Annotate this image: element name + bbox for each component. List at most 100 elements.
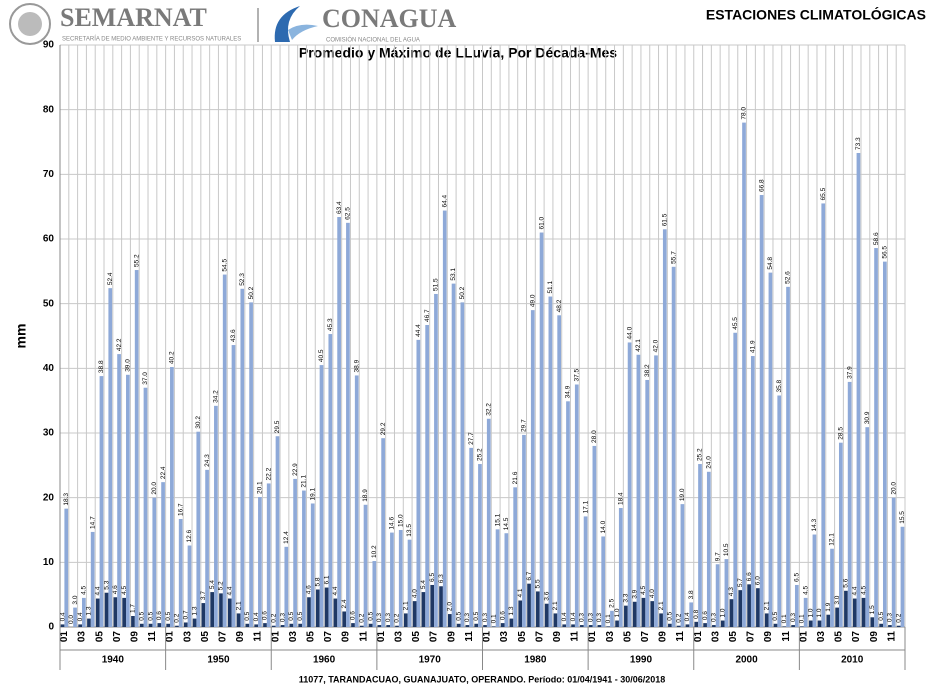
bar xyxy=(342,611,347,627)
data-label: 46.7 xyxy=(424,309,431,322)
bar xyxy=(782,626,787,627)
data-label: 18.4 xyxy=(617,492,624,505)
bar xyxy=(852,598,857,627)
data-label: 3.8 xyxy=(688,590,695,599)
bar xyxy=(430,584,435,627)
data-label: 22.2 xyxy=(265,467,272,480)
data-label: 13.5 xyxy=(406,524,413,537)
bar xyxy=(90,531,95,627)
bar xyxy=(469,447,473,627)
bar xyxy=(786,286,790,627)
bar xyxy=(486,418,491,627)
data-label: 42.0 xyxy=(653,339,660,352)
data-label: 6.1 xyxy=(323,575,330,584)
group-label: 1960 xyxy=(313,655,336,666)
data-label: 14.3 xyxy=(811,518,818,531)
bar xyxy=(310,503,315,627)
bar xyxy=(504,533,509,627)
data-label: 2.5 xyxy=(609,598,616,607)
data-label: 0.4 xyxy=(570,612,577,621)
bar xyxy=(812,534,817,627)
x-tick-label: 07 xyxy=(640,631,651,643)
bar xyxy=(398,530,403,627)
bar xyxy=(315,589,320,627)
bar xyxy=(157,623,162,627)
data-label: 5.8 xyxy=(315,577,322,586)
data-label: 61.0 xyxy=(538,216,545,229)
data-label: 6.5 xyxy=(794,573,801,582)
bar xyxy=(676,625,681,627)
bar xyxy=(724,559,729,627)
bar xyxy=(662,229,667,628)
conagua-icon-wave xyxy=(288,24,318,40)
bar xyxy=(363,504,368,627)
x-tick-label: 09 xyxy=(763,631,774,643)
bar xyxy=(346,222,350,628)
data-label: 61.5 xyxy=(662,213,669,226)
bar xyxy=(706,471,711,627)
data-label: 5.4 xyxy=(209,580,216,589)
left-logo-sub: SECRETARÍA DE MEDIO AMBIENTE Y RECURSOS … xyxy=(62,36,241,43)
bar xyxy=(280,625,285,627)
bar xyxy=(372,561,377,627)
bar xyxy=(108,288,113,627)
data-label: 25.2 xyxy=(477,448,484,461)
data-label: 37.9 xyxy=(846,366,853,379)
bar xyxy=(231,345,236,627)
data-label: 0.5 xyxy=(244,611,251,620)
data-label: 0.1 xyxy=(799,614,806,623)
bar xyxy=(227,598,232,627)
data-label: 6.5 xyxy=(429,573,436,582)
bar xyxy=(219,593,223,627)
bar xyxy=(495,529,500,627)
group-label: 2000 xyxy=(735,655,758,666)
bar xyxy=(574,384,579,627)
data-label: 4.4 xyxy=(94,586,101,595)
bar xyxy=(60,624,65,627)
bar xyxy=(879,623,883,627)
bar xyxy=(192,618,197,627)
y-tick-label: 30 xyxy=(43,428,55,439)
data-label: 1.9 xyxy=(825,602,832,611)
bar xyxy=(333,598,338,627)
data-label: 0.3 xyxy=(887,613,894,622)
bar xyxy=(641,597,646,627)
data-label: 0.5 xyxy=(455,611,462,620)
bar xyxy=(618,508,623,627)
x-tick-label: 01 xyxy=(376,631,387,643)
x-tick-label: 09 xyxy=(235,631,246,643)
data-label: 1.0 xyxy=(614,608,621,617)
data-label: 1.3 xyxy=(508,606,515,615)
data-label: 14.7 xyxy=(89,516,96,529)
bar xyxy=(900,526,905,627)
data-label: 0.3 xyxy=(464,613,471,622)
data-label: 3.0 xyxy=(72,595,79,604)
bar xyxy=(715,564,720,627)
data-label: 0.2 xyxy=(359,613,366,622)
bar xyxy=(175,625,179,627)
bar xyxy=(826,614,831,627)
bar xyxy=(381,438,385,627)
bar xyxy=(465,625,470,627)
x-tick-label: 09 xyxy=(129,631,140,643)
bar xyxy=(134,270,139,627)
bar xyxy=(178,519,183,627)
data-label: 52.4 xyxy=(107,272,114,285)
bar xyxy=(492,626,496,627)
data-label: 37.5 xyxy=(573,368,580,381)
bar xyxy=(95,598,100,627)
data-label: 4.5 xyxy=(121,585,128,594)
data-label: 45.3 xyxy=(327,318,334,331)
data-label: 0.5 xyxy=(667,611,674,620)
bar xyxy=(847,381,852,627)
data-label: 0.5 xyxy=(147,611,154,620)
data-label: 14.0 xyxy=(600,520,607,533)
x-tick-label: 05 xyxy=(200,631,211,643)
y-tick-label: 20 xyxy=(43,492,55,503)
bar xyxy=(275,436,280,627)
x-tick-label: 07 xyxy=(112,631,123,643)
bar xyxy=(82,597,86,627)
bar xyxy=(668,623,672,627)
data-label: 0.5 xyxy=(878,611,885,620)
data-label: 1.0 xyxy=(807,608,814,617)
